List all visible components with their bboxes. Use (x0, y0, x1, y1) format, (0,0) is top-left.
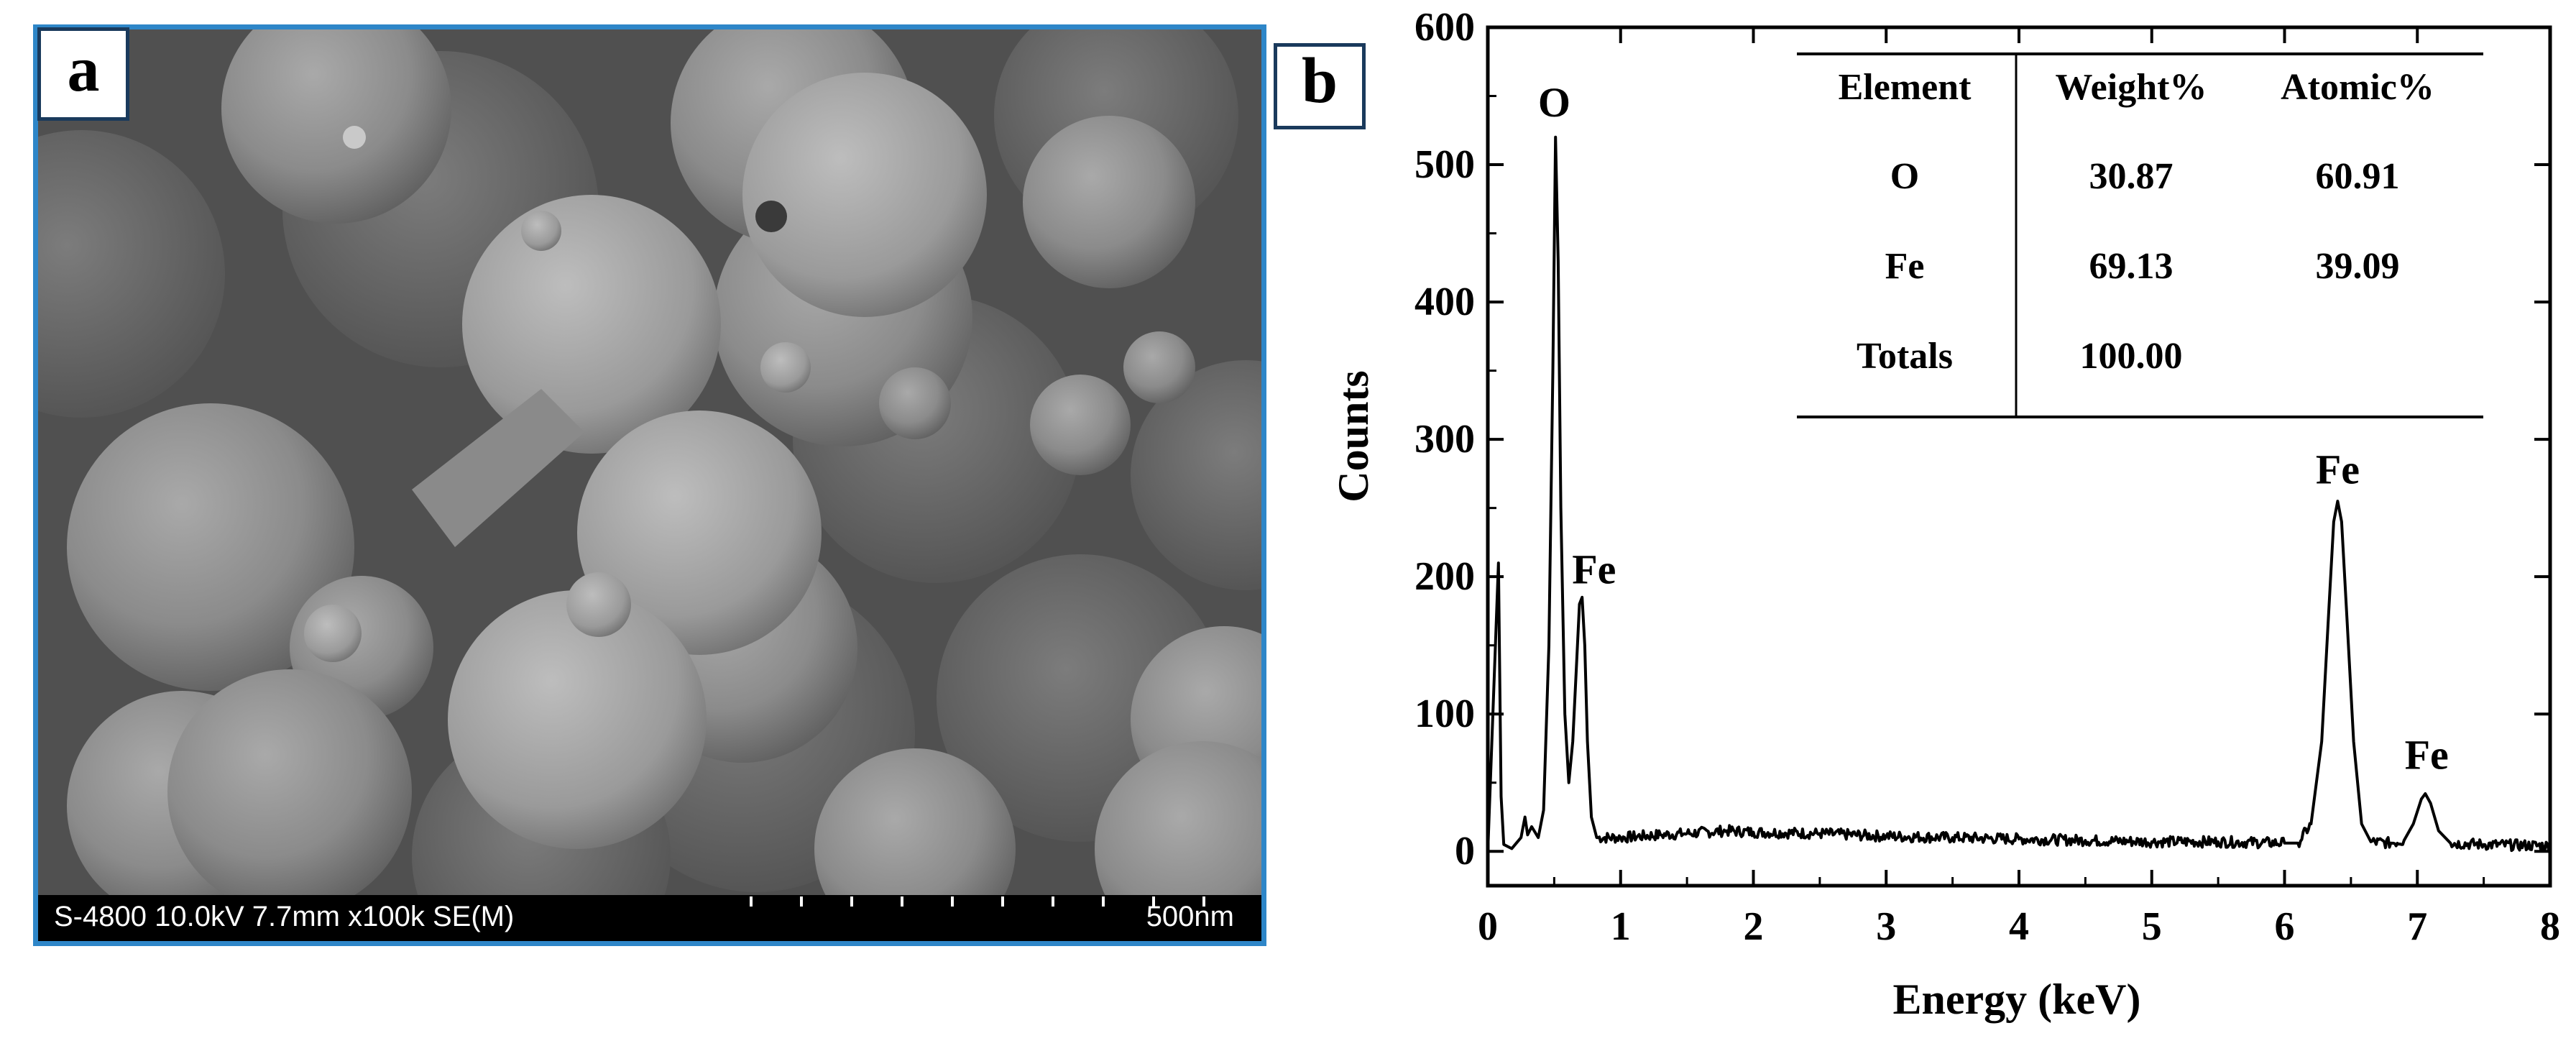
peak-label: O (1538, 79, 1570, 126)
x-tick-label: 6 (2275, 904, 2295, 949)
table-cell: 30.87 (2089, 156, 2174, 197)
sem-image (38, 29, 1261, 895)
series-layer (1486, 135, 2552, 853)
x-tick-label: 1 (1611, 904, 1631, 949)
sem-info-text: S-4800 10.0kV 7.7mm x100k SE(M) (54, 901, 515, 932)
annotation-layer: O Fe Fe Fe (1538, 79, 2449, 778)
y-tick-label: 600 (1414, 5, 1475, 50)
table-cell: Totals (1857, 336, 1953, 377)
x-tick-label: 0 (1478, 904, 1498, 949)
panel-label-b: b (1274, 43, 1366, 129)
table-header-cell: Weight% (2056, 67, 2207, 108)
peak-label: Fe (1572, 546, 1616, 593)
table-header-cell: Element (1839, 67, 1972, 108)
x-axis-title: Energy (keV) (1893, 976, 2141, 1023)
table-cell: O (1890, 156, 1919, 197)
axis-ticks (1486, 26, 2552, 886)
x-tick-label: 7 (2407, 904, 2427, 949)
y-tick-label: 300 (1414, 417, 1475, 462)
sem-info-bar: S-4800 10.0kV 7.7mm x100k SE(M) 500nm (38, 895, 1261, 941)
table-cell: 39.09 (2316, 246, 2400, 287)
table-cell: 100.00 (2080, 336, 2183, 377)
eds-spectrum-line (1486, 135, 2552, 853)
peak-label: Fe (2405, 732, 2449, 779)
panel-label-a: a (37, 27, 129, 121)
y-tick-label: 100 (1414, 692, 1475, 736)
table-cell: Fe (1885, 246, 1925, 287)
sem-micrograph: S-4800 10.0kV 7.7mm x100k SE(M) 500nm (33, 24, 1266, 946)
scale-bar (750, 896, 1210, 911)
y-tick-label: 400 (1414, 280, 1475, 324)
y-tick-label: 0 (1455, 829, 1475, 873)
x-tick-label: 4 (2009, 904, 2029, 949)
y-axis-title: Counts (1330, 370, 1377, 502)
table-cell: 69.13 (2089, 246, 2174, 287)
x-tick-label: 8 (2540, 904, 2560, 949)
peak-label: Fe (2316, 446, 2360, 492)
x-tick-label: 5 (2142, 904, 2162, 949)
y-tick-label: 500 (1414, 142, 1475, 187)
x-tick-label: 2 (1744, 904, 1764, 949)
table-cell: 60.91 (2316, 156, 2400, 197)
x-tick-label: 3 (1876, 904, 1896, 949)
composition-table: Element Weight% Atomic% O 30.87 60.91 Fe 69.13 3… (1797, 52, 2483, 418)
table-header-cell: Atomic% (2281, 67, 2434, 108)
y-tick-label: 200 (1414, 554, 1475, 599)
scale-bar-label: 500nm (1146, 901, 1234, 932)
tick-labels: 0 1 2 3 4 5 6 7 8 0 100 200 300 400 500 600 (1414, 5, 2560, 949)
